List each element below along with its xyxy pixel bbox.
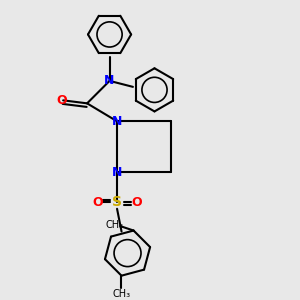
Text: N: N (112, 115, 122, 128)
Text: CH₃: CH₃ (112, 289, 130, 299)
Text: CH₃: CH₃ (106, 220, 124, 230)
Text: N: N (112, 166, 122, 179)
Text: O: O (131, 196, 142, 209)
Text: S: S (112, 195, 122, 209)
Text: O: O (92, 196, 103, 209)
Text: O: O (56, 94, 67, 107)
Text: N: N (104, 74, 115, 87)
